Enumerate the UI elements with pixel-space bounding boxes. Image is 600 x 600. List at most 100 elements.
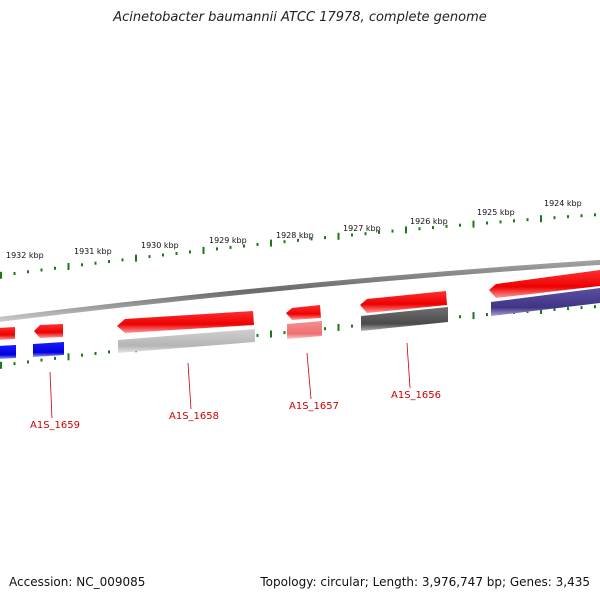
- gene-feature[interactable]: [33, 342, 64, 357]
- major-tick: [67, 263, 70, 270]
- minor-tick: [594, 213, 596, 217]
- minor-tick: [256, 333, 259, 337]
- major-tick: [472, 312, 475, 320]
- cds-feature[interactable]: [489, 270, 600, 298]
- minor-tick: [229, 245, 232, 249]
- gene-label[interactable]: A1S_1657: [289, 401, 339, 412]
- major-tick: [472, 220, 475, 228]
- minor-tick: [148, 255, 151, 259]
- genome-backbone: [0, 259, 600, 322]
- minor-tick: [297, 238, 299, 242]
- minor-tick: [108, 260, 110, 263]
- minor-tick: [13, 362, 16, 366]
- minor-tick: [499, 220, 502, 224]
- cds-feature[interactable]: [286, 305, 321, 320]
- label-leader: [306, 352, 312, 400]
- label-leader: [49, 371, 53, 419]
- minor-tick: [432, 226, 434, 229]
- minor-tick: [27, 360, 29, 364]
- minor-tick: [391, 229, 394, 233]
- minor-tick: [364, 232, 367, 236]
- cds-feature[interactable]: [34, 324, 63, 338]
- minor-tick: [324, 236, 326, 240]
- minor-tick: [283, 331, 286, 335]
- minor-tick: [580, 214, 583, 218]
- upper-scale-ticks: [0, 213, 596, 279]
- major-tick: [540, 307, 542, 314]
- minor-tick: [567, 307, 569, 311]
- gene-feature[interactable]: [0, 345, 16, 359]
- minor-tick: [216, 247, 218, 251]
- gene-label[interactable]: A1S_1658: [169, 411, 219, 422]
- major-tick: [135, 254, 137, 262]
- minor-tick: [121, 258, 124, 262]
- gene-feature[interactable]: [287, 321, 322, 339]
- label-leader: [406, 342, 411, 389]
- minor-tick: [526, 218, 529, 222]
- genome-summary-text: Topology: circular; Length: 3,976,747 bp…: [260, 575, 590, 589]
- minor-tick: [459, 223, 461, 227]
- minor-tick: [486, 221, 488, 225]
- minor-tick: [324, 327, 326, 331]
- minor-tick: [486, 313, 488, 317]
- minor-tick: [351, 324, 353, 328]
- gene-feature[interactable]: [361, 307, 448, 331]
- minor-tick: [351, 233, 353, 237]
- minor-tick: [553, 308, 556, 311]
- scale-label: 1930 kbp: [141, 241, 179, 250]
- major-tick: [405, 226, 407, 234]
- minor-tick: [27, 270, 29, 274]
- minor-tick: [162, 253, 164, 257]
- scale-label: 1929 kbp: [209, 236, 247, 245]
- major-tick: [337, 323, 340, 331]
- minor-tick: [513, 219, 515, 223]
- gene-label[interactable]: A1S_1659: [30, 420, 80, 431]
- scale-label: 1927 kbp: [343, 224, 381, 233]
- minor-tick: [175, 252, 178, 255]
- minor-tick: [567, 215, 569, 219]
- label-leader: [187, 362, 192, 410]
- major-tick: [540, 215, 542, 223]
- minor-tick: [40, 268, 43, 272]
- major-tick: [0, 361, 2, 369]
- minor-tick: [94, 261, 97, 265]
- scale-label: 1932 kbp: [6, 251, 44, 260]
- scale-label: 1928 kbp: [276, 231, 314, 240]
- map-title: Acinetobacter baumannii ATCC 17978, comp…: [113, 10, 487, 25]
- minor-tick: [553, 216, 556, 220]
- minor-tick: [459, 315, 461, 319]
- minor-tick: [580, 306, 583, 310]
- minor-tick: [54, 356, 56, 360]
- major-tick: [270, 239, 272, 247]
- minor-tick: [108, 350, 110, 354]
- cds-feature[interactable]: [360, 291, 447, 313]
- minor-tick: [189, 250, 191, 254]
- minor-tick: [40, 358, 43, 362]
- minor-tick: [378, 230, 380, 234]
- major-tick: [67, 353, 70, 361]
- major-tick: [270, 330, 272, 338]
- minor-tick: [283, 240, 286, 244]
- minor-tick: [256, 243, 259, 246]
- major-tick: [202, 246, 205, 254]
- minor-tick: [81, 353, 83, 357]
- scale-label: 1931 kbp: [74, 247, 112, 256]
- gene-feature[interactable]: [491, 288, 600, 316]
- minor-tick: [243, 244, 245, 248]
- minor-tick: [418, 227, 421, 231]
- minor-tick: [594, 305, 596, 309]
- minor-tick: [81, 263, 83, 267]
- cds-feature[interactable]: [117, 311, 254, 333]
- scale-label: 1925 kbp: [477, 208, 515, 217]
- minor-tick: [94, 352, 97, 355]
- gene-label[interactable]: A1S_1656: [391, 390, 441, 401]
- minor-tick: [54, 266, 56, 270]
- cds-feature[interactable]: [0, 327, 15, 340]
- scale-label: 1924 kbp: [544, 199, 582, 208]
- minor-tick: [310, 237, 313, 241]
- major-tick: [0, 271, 2, 279]
- accession-text: Accession: NC_009085: [9, 575, 146, 589]
- scale-label: 1926 kbp: [410, 217, 448, 226]
- gene-feature[interactable]: [118, 329, 255, 353]
